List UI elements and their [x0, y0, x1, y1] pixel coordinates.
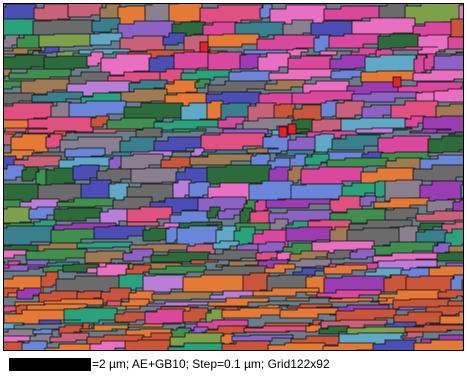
- scale-bar: [9, 357, 91, 371]
- map-caption: =2 µm; AE+GB10; Step=0.1 µm; Grid122x92: [3, 355, 464, 373]
- grain-map-image: [4, 4, 463, 350]
- caption-text: =2 µm; AE+GB10; Step=0.1 µm; Grid122x92: [92, 357, 330, 371]
- ebsd-orientation-map: [3, 3, 464, 351]
